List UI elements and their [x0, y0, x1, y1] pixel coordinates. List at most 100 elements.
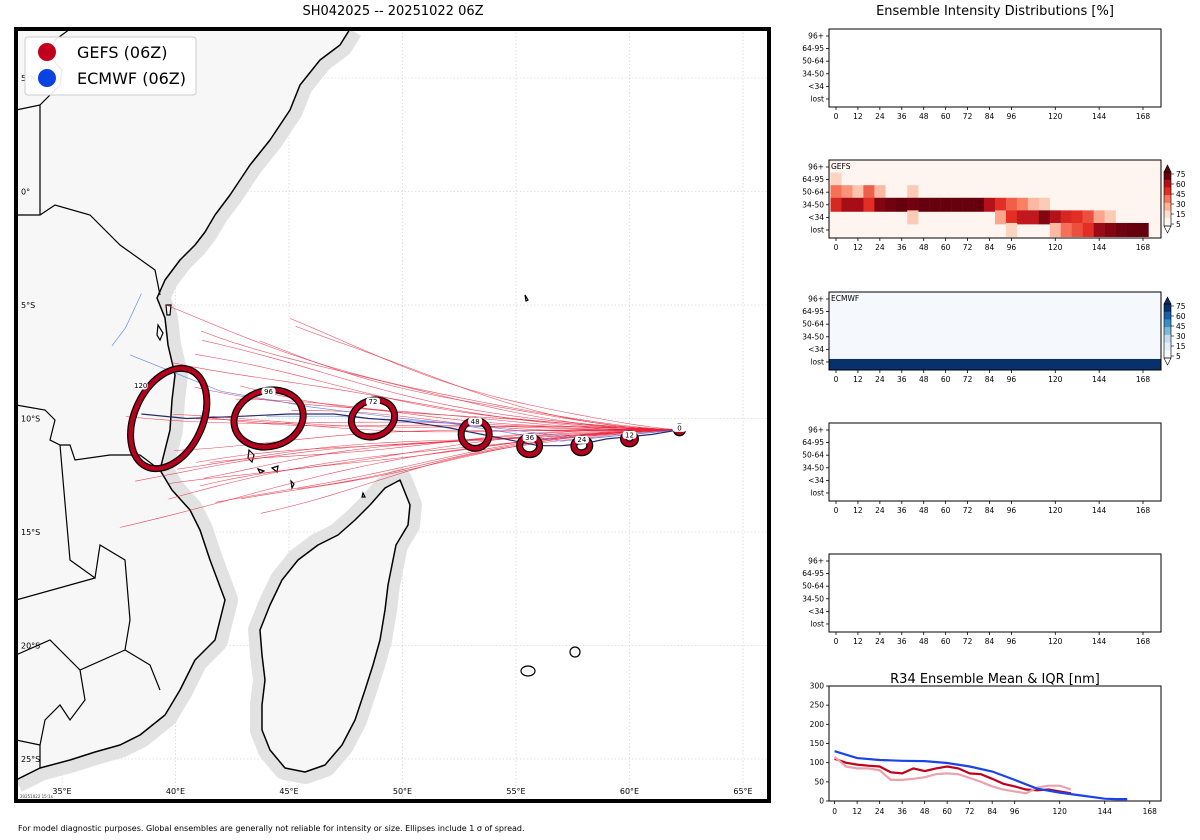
- y-tick-label: lost: [810, 94, 824, 103]
- x-tick-label: 72: [963, 637, 973, 646]
- y-tick-label: 34-50: [802, 594, 824, 603]
- y-tick-label: lost: [810, 619, 824, 628]
- lat-label: 10°S: [21, 415, 40, 424]
- gefs-heatmap-cell: [1049, 222, 1061, 237]
- comoros-island-2: [256, 467, 266, 474]
- map-title: SH042025 -- 20251022 06Z: [302, 4, 483, 19]
- colorbar-segment: [1164, 187, 1171, 196]
- gefs-heatmap-cell: [863, 185, 875, 200]
- gefs-heatmap-cell: [1082, 210, 1094, 225]
- gefs-heatmap-cell: [929, 197, 941, 212]
- y-tick-label: 50-64: [802, 582, 824, 591]
- colorbar-segment: [1164, 172, 1171, 181]
- x-tick-label: 24: [875, 637, 885, 646]
- ellipse-hour-label: 72: [369, 398, 378, 406]
- panel-frame: [828, 28, 1162, 108]
- gefs-heatmap-cell: [863, 197, 875, 212]
- colorbar-frame: [1163, 171, 1172, 227]
- x-tick-label: 96: [1007, 375, 1017, 384]
- ellipse-120h: [128, 366, 210, 471]
- gefs-heatmap-cell: [1027, 197, 1040, 212]
- reunion-island: [520, 665, 536, 677]
- y-tick-label: 34-50: [802, 332, 824, 341]
- x-tick-label: 24: [875, 112, 885, 121]
- gefs-heatmap-cell: [1126, 222, 1138, 237]
- gefs-heatmap-cell: [830, 185, 842, 200]
- colorbar-segment: [1164, 179, 1171, 188]
- panel-frame: [828, 422, 1162, 502]
- x-tick-label: 12: [853, 375, 863, 384]
- colorbar-tick-label: 60: [1176, 312, 1186, 321]
- x-tick-label: 12: [853, 243, 863, 252]
- r34-y-tick-label: 100: [810, 758, 825, 767]
- gefs-heatmap-cell: [973, 197, 985, 212]
- gefs-member-track: [177, 429, 680, 470]
- ellipse-hour-label: 0: [677, 424, 681, 432]
- y-tick-label: 34-50: [802, 463, 824, 472]
- colorbar-segment: [1164, 311, 1171, 320]
- gefs-heatmap-cell: [1005, 210, 1018, 225]
- r34-line-gefs-iqr: [833, 756, 1072, 795]
- colorbar-segment: [1164, 195, 1171, 204]
- gefs-heatmap-cell: [918, 197, 930, 212]
- gefs-heatmap-cell: [940, 197, 952, 212]
- intensity-panel-4: 96+ 64-95 50-64 34-50 <34 lost 0 12 24 36 48 60 72 84…: [802, 422, 1162, 515]
- timestamp-stamp: 20251022 15:1x: [20, 794, 54, 799]
- x-tick-label: 36: [897, 375, 907, 384]
- gefs-heatmap-cell: [994, 197, 1007, 212]
- gefs-member-track: [135, 429, 680, 482]
- gefs-heatmap-cell: [874, 197, 886, 212]
- x-tick-label: 96: [1007, 506, 1017, 515]
- x-tick-label: 12: [853, 506, 863, 515]
- gefs-heatmap-cell: [885, 197, 897, 212]
- map-frame: [14, 27, 771, 803]
- gefs-member-track: [209, 429, 680, 463]
- panel-model-label: GEFS: [831, 162, 851, 171]
- landmass: [16, 29, 581, 781]
- gefs-heatmap-cell: [1016, 210, 1029, 225]
- pemba-island: [165, 304, 172, 316]
- ecmwf-heatmap-cell: [829, 358, 1161, 370]
- gefs-heatmap-cell: [852, 197, 864, 212]
- colorbar-tick-label: 75: [1176, 170, 1186, 179]
- x-tick-label: 96: [1007, 112, 1017, 121]
- colorbar-tick-label: 45: [1176, 190, 1186, 199]
- colorbar-tick-label: 15: [1176, 342, 1186, 351]
- r34-y-tick-label: 0: [819, 797, 824, 806]
- r34-panel: R34 Ensemble Mean & IQR [nm] 0 50 100 150 20…: [810, 672, 1162, 816]
- footer-note: For model diagnostic purposes. Global en…: [18, 824, 525, 833]
- y-tick-label: 96+: [808, 32, 824, 41]
- x-tick-label: 0: [834, 243, 839, 252]
- gefs-heatmap-cell: [841, 185, 853, 200]
- gefs-heatmap-cell: [852, 185, 864, 200]
- x-tick-label: 144: [1092, 637, 1107, 646]
- colorbar-max-arrow: [1163, 296, 1172, 305]
- gefs-member-track: [240, 385, 680, 431]
- gefs-heatmap-cell: [1016, 197, 1029, 212]
- gefs-heatmap-cell: [896, 197, 908, 212]
- x-tick-label: 144: [1092, 112, 1107, 121]
- r34-x-tick-label: 72: [965, 807, 975, 816]
- panel-frame: [828, 291, 1162, 371]
- gefs-heatmap-cell: [1005, 197, 1018, 212]
- legend-gefs-marker: [38, 43, 56, 61]
- colorbar-tick-label: 5: [1176, 220, 1181, 229]
- x-tick-label: 60: [941, 375, 951, 384]
- r34-x-tick-label: 168: [1143, 807, 1158, 816]
- gefs-member-track: [125, 416, 680, 431]
- gefs-heatmap-cell: [1104, 222, 1116, 237]
- panel-background: [829, 554, 1161, 632]
- y-tick-label: 50-64: [802, 57, 824, 66]
- y-tick-label: 50-64: [802, 451, 824, 460]
- ellipse-label-bg: [365, 397, 380, 406]
- x-tick-label: 48: [919, 637, 929, 646]
- x-tick-label: 72: [963, 243, 973, 252]
- gefs-member-track: [194, 386, 680, 431]
- x-tick-label: 144: [1092, 375, 1107, 384]
- gefs-heatmap-cell: [1038, 197, 1051, 212]
- gefs-member-track: [203, 429, 680, 479]
- colorbar-tick-label: 15: [1176, 210, 1186, 219]
- x-tick-label: 60: [941, 112, 951, 121]
- ellipse-hour-label: 96: [264, 388, 273, 396]
- longitude-labels: 35°E 40°E 45°E 50°E 55°E 60°E 65°E: [52, 787, 752, 796]
